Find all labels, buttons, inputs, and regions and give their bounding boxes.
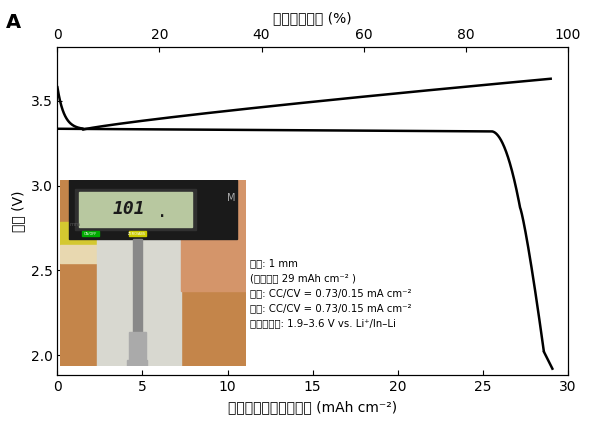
Text: 101: 101 (112, 201, 145, 218)
X-axis label: 活物質利用率 (%): 活物質利用率 (%) (274, 11, 352, 25)
Bar (75, 189, 196, 230)
Bar (129, 332, 146, 360)
Text: M: M (227, 193, 236, 203)
Bar (127, 360, 147, 365)
Bar (133, 239, 142, 366)
Text: 厚み: 1 mm
(理論容量 29 mAh cm⁻² )
充電: CC/CV = 0.73/0.15 mA cm⁻²
放電: CC/CV = 0.73/0.15: 厚み: 1 mm (理論容量 29 mAh cm⁻² ) 充電: CC/CV =… (250, 258, 411, 329)
Text: ZERO/ABS: ZERO/ABS (128, 232, 146, 235)
Y-axis label: 電圧 (V): 電圧 (V) (11, 190, 25, 232)
Polygon shape (97, 235, 181, 366)
Bar (129, 231, 146, 236)
Bar (60, 245, 101, 264)
Text: .: . (158, 206, 166, 220)
Bar (79, 192, 192, 227)
Bar (82, 231, 99, 236)
Text: A: A (6, 13, 21, 32)
Bar (69, 180, 237, 239)
X-axis label: 電極面積あたりの容量 (mAh cm⁻²): 電極面積あたりの容量 (mAh cm⁻²) (228, 400, 397, 414)
Bar (60, 223, 101, 245)
Text: ON/OFF: ON/OFF (84, 232, 97, 235)
Bar (181, 180, 246, 291)
Text: mm: mm (69, 222, 81, 227)
